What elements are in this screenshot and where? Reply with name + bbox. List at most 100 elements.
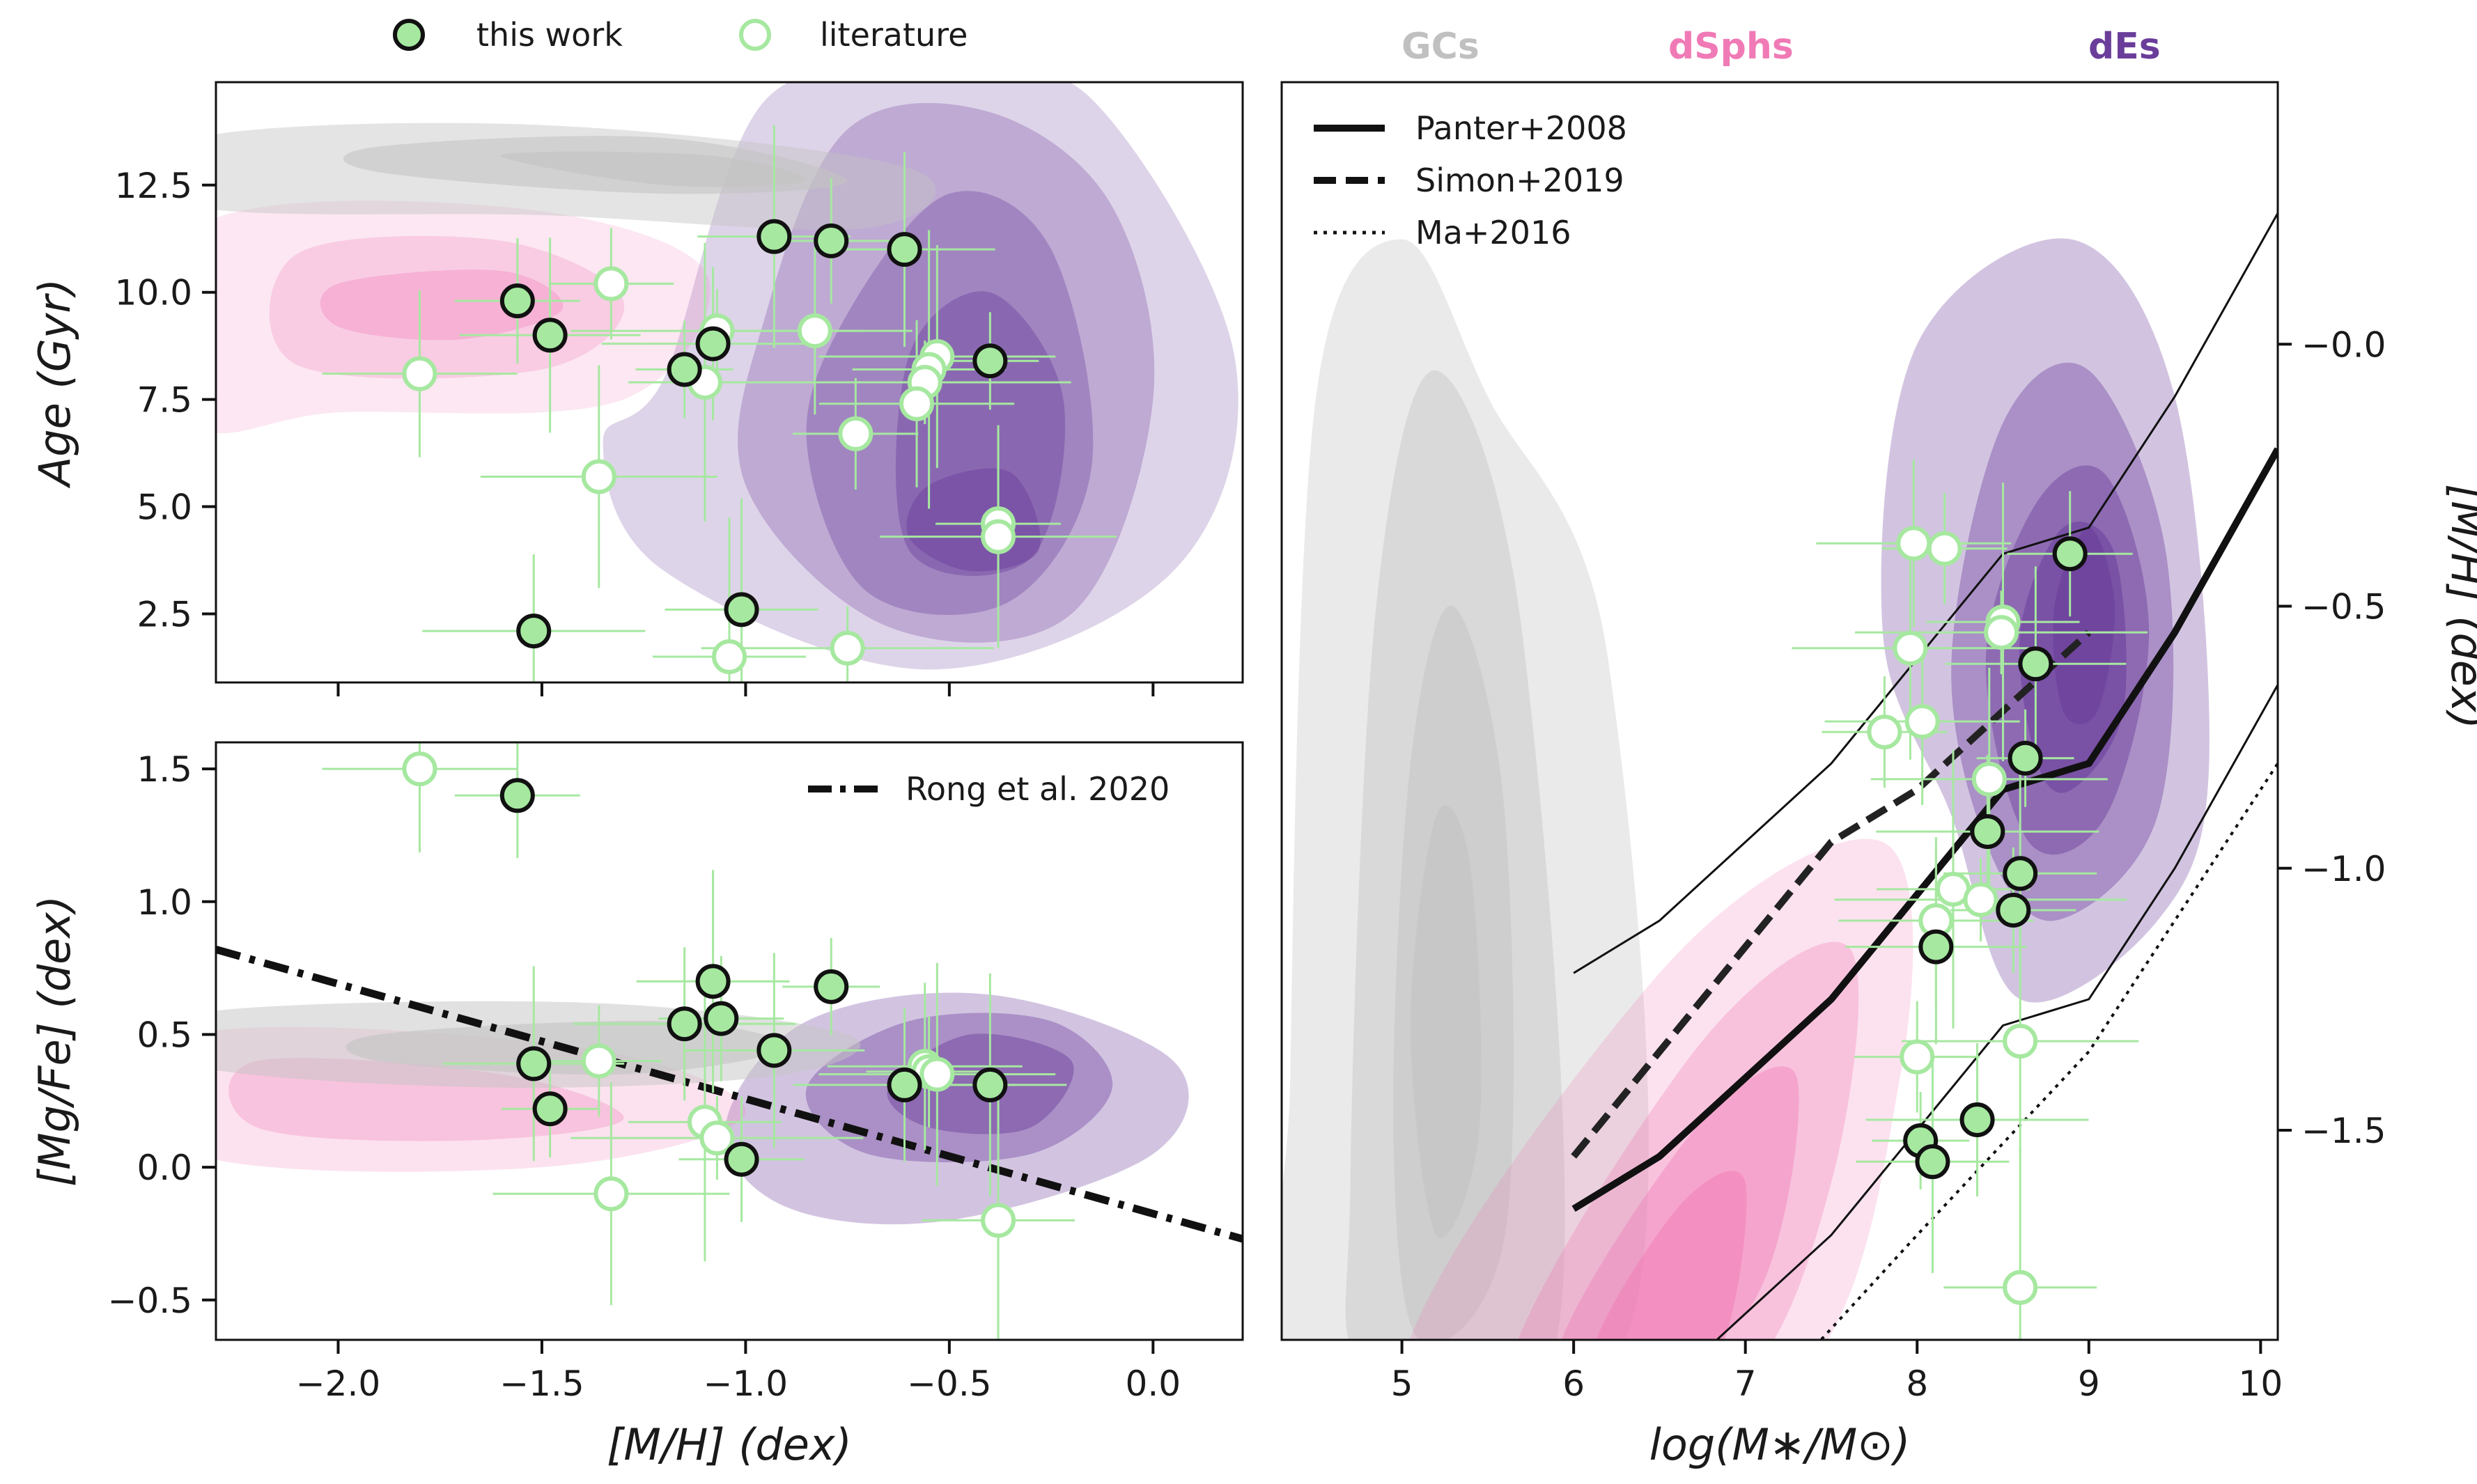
x-tick-label: −0.5 (907, 1364, 991, 1404)
panter-relation-line (1571, 447, 2278, 1212)
legend-ma-label: Ma+2016 (1415, 214, 1571, 251)
this-work-point (667, 1006, 702, 1042)
y-tick-label: 1.5 (137, 749, 192, 790)
dsphs-contour (1596, 1171, 1747, 1340)
literature-point (2003, 1024, 2038, 1059)
des-contour (2053, 527, 2115, 724)
x-tick-label: −1.5 (499, 1364, 584, 1404)
legend-rong: Rong et al. 2020 (808, 770, 1170, 808)
this-work-point (532, 1091, 568, 1127)
this-work-point (814, 223, 849, 258)
x-tick-label: 8 (1906, 1364, 1928, 1404)
y-tick-label: 12.5 (115, 166, 192, 206)
dsphs-contour (320, 270, 564, 341)
x-axis-label: [M/H] (dex) (607, 1419, 852, 1470)
literature-point (1984, 615, 2019, 650)
header-dsphs: dSphs (1668, 26, 1794, 68)
y-tick-label: −0.0 (2301, 325, 2386, 365)
density-contours (216, 82, 2210, 1340)
x-tick-label: 7 (1734, 1364, 1757, 1404)
literature-point (919, 1056, 955, 1092)
y-tick-label: 0.0 (137, 1148, 192, 1188)
literature-point (581, 1043, 616, 1079)
this-work-point (499, 283, 535, 319)
y-tick-label: 10.0 (115, 273, 192, 313)
x-tick-label: 5 (1391, 1364, 1413, 1404)
this-work-point (2052, 536, 2088, 572)
y-axis-label: [Mg/Fe] (dex) (29, 896, 80, 1187)
legend-right: Panter+2008 Simon+2019 Ma+2016 (1314, 109, 1627, 251)
literature-point (1893, 630, 1928, 666)
this-work-point (972, 1067, 1008, 1102)
literature-point (1896, 526, 1932, 561)
this-work-point (695, 326, 731, 361)
legend-literature-label: literature (820, 16, 968, 54)
literature-point (593, 1176, 629, 1212)
x-tick-label: −1.0 (704, 1364, 788, 1404)
this-work-point (1918, 929, 1954, 964)
this-work-point (2008, 740, 2043, 776)
this-work-point (2018, 646, 2053, 682)
gcs-contour (501, 151, 807, 187)
this-work-point (516, 1046, 552, 1081)
literature-point (402, 751, 437, 787)
x-tick-label: 6 (1562, 1364, 1585, 1404)
literature-point (838, 416, 873, 451)
this-work-point (1959, 1102, 1995, 1137)
this-work-point (887, 232, 922, 267)
data-points (402, 219, 2088, 1305)
panel-frame (215, 81, 1244, 684)
this-work-point (1915, 1144, 1950, 1180)
legend-panter-label: Panter+2008 (1415, 109, 1627, 147)
literature-point (797, 313, 832, 349)
literature-point (981, 1203, 1016, 1238)
dsphs-contour (1561, 1066, 1799, 1340)
des-contour (805, 1013, 1113, 1163)
this-work-point (667, 352, 702, 387)
literature-point (2003, 1270, 2038, 1305)
legend-this-work-label: this work (476, 16, 623, 54)
y-axis-label: Age (Gyr) (29, 279, 80, 489)
legend-this-work-marker (393, 19, 425, 51)
header-des: dEs (2088, 26, 2161, 68)
literature-point (1900, 1039, 1935, 1075)
legend-rong-label: Rong et al. 2020 (906, 770, 1170, 808)
y-tick-label: −1.5 (2301, 1111, 2386, 1151)
this-work-point (695, 964, 731, 999)
literature-point (1971, 761, 2007, 797)
literature-point (1867, 714, 1902, 750)
literature-point (1904, 704, 1940, 740)
x-axis-label: log(M∗/M⊙) (1649, 1419, 1911, 1470)
y-tick-label: 2.5 (137, 594, 192, 634)
y-tick-label: −0.5 (108, 1281, 192, 1321)
top-legend: this work literature (393, 16, 968, 54)
x-tick-label: 9 (2078, 1364, 2100, 1404)
dsphs-contour (1409, 838, 1913, 1340)
literature-point (581, 459, 616, 494)
y-axis-label: [M/H] (dex) (2441, 484, 2477, 729)
this-work-point (887, 1067, 922, 1102)
literature-point (712, 639, 747, 675)
gcs-contour (1410, 805, 1482, 1238)
dsphs-contour (216, 201, 711, 434)
this-work-point (516, 614, 552, 649)
literature-point (593, 266, 629, 302)
this-work-point (1970, 814, 2005, 850)
y-tick-label: 0.5 (137, 1015, 192, 1055)
literature-point (402, 356, 437, 391)
this-work-point (499, 778, 535, 813)
legend-literature-marker (739, 19, 771, 51)
this-work-point (972, 343, 1008, 379)
rong-relation-line (216, 946, 1243, 1243)
x-tick-label: 0.0 (1126, 1364, 1181, 1404)
this-work-point (814, 969, 849, 1004)
this-work-point (1996, 892, 2031, 928)
y-tick-label: −1.0 (2301, 849, 2386, 889)
this-work-point (2003, 856, 2038, 891)
this-work-point (724, 592, 759, 627)
dsphs-contour (1518, 942, 1859, 1340)
x-tick-label: 10 (2239, 1364, 2283, 1404)
panel-frame (1280, 81, 2279, 1341)
literature-point (830, 630, 865, 666)
